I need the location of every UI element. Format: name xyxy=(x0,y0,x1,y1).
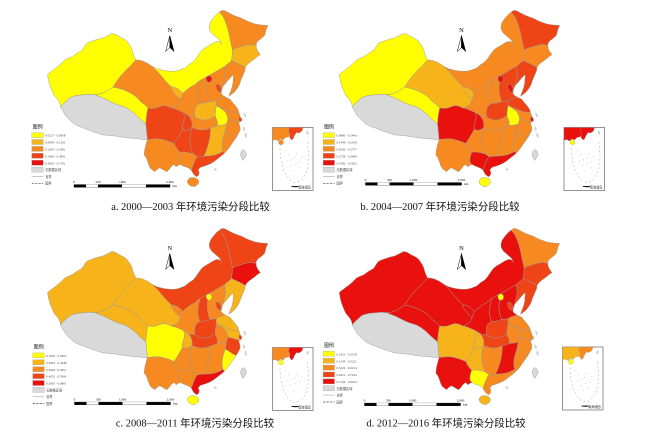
svg-text:国界: 国界 xyxy=(337,399,344,404)
svg-text:km: km xyxy=(173,402,178,406)
svg-text:0.6215 - 0.7243: 0.6215 - 0.7243 xyxy=(337,373,358,377)
svg-text:km: km xyxy=(464,182,469,186)
svg-text:省界: 省界 xyxy=(337,174,344,179)
svg-text:一 南海诸岛: 一 南海诸岛 xyxy=(584,404,601,409)
svg-text:0.7244 - 0.9424: 0.7244 - 0.9424 xyxy=(337,380,358,384)
svg-text:无数据区域: 无数据区域 xyxy=(46,388,63,393)
svg-text:N: N xyxy=(459,27,464,34)
svg-text:500: 500 xyxy=(95,180,100,184)
svg-text:0: 0 xyxy=(365,178,367,182)
svg-text:0.5065 - 0.6861: 0.5065 - 0.6861 xyxy=(46,382,67,386)
svg-text:c. 2008—2011 年环境污染分段比较: c. 2008—2011 年环境污染分段比较 xyxy=(116,417,275,430)
svg-text:0.5222 - 0.6214: 0.5222 - 0.6214 xyxy=(337,366,358,370)
svg-text:无数据区域: 无数据区域 xyxy=(337,167,354,172)
svg-text:1,000: 1,000 xyxy=(410,178,418,183)
svg-text:无数据区域: 无数据区域 xyxy=(337,386,354,391)
svg-text:0: 0 xyxy=(74,398,76,402)
svg-text:0.2020 - 0.2757: 0.2020 - 0.2757 xyxy=(337,148,358,152)
svg-text:0.2758 - 0.3499: 0.2758 - 0.3499 xyxy=(337,154,358,158)
svg-text:0.2062 - 0.3048: 0.2062 - 0.3048 xyxy=(46,361,67,365)
svg-text:一 南海诸岛: 一 南海诸岛 xyxy=(294,184,311,189)
svg-text:500: 500 xyxy=(96,398,101,402)
svg-text:图例: 图例 xyxy=(33,123,43,130)
svg-text:1,000: 1,000 xyxy=(119,398,127,403)
svg-text:km: km xyxy=(463,403,468,407)
svg-text:2,000: 2,000 xyxy=(458,178,466,183)
svg-text:一 南海诸岛: 一 南海诸岛 xyxy=(586,184,603,189)
svg-text:0.1982 - 0.3091: 0.1982 - 0.3091 xyxy=(45,154,66,158)
svg-text:0: 0 xyxy=(364,399,366,403)
svg-text:0.4052 - 0.5064: 0.4052 - 0.5064 xyxy=(46,375,67,379)
svg-text:0.1444 - 0.2019: 0.1444 - 0.2019 xyxy=(337,141,358,145)
svg-text:0.3092 - 0.7191: 0.3092 - 0.7191 xyxy=(45,161,66,165)
svg-text:0.3500 - 0.5022: 0.3500 - 0.5022 xyxy=(337,161,358,165)
svg-text:N: N xyxy=(459,245,464,252)
svg-text:0.1421 - 0.3158: 0.1421 - 0.3158 xyxy=(337,352,358,356)
svg-text:km: km xyxy=(173,184,178,188)
svg-text:0.0860 - 0.1443: 0.0860 - 0.1443 xyxy=(337,134,358,138)
svg-text:a. 2000—2003 年环境污染分段比较: a. 2000—2003 年环境污染分段比较 xyxy=(111,200,270,213)
svg-text:0.3049 - 0.4051: 0.3049 - 0.4051 xyxy=(46,368,67,372)
svg-text:0.1029 - 0.2061: 0.1029 - 0.2061 xyxy=(46,354,67,358)
svg-text:省界: 省界 xyxy=(46,394,53,399)
svg-text:国界: 国界 xyxy=(45,181,52,186)
svg-text:图例: 图例 xyxy=(324,342,334,349)
svg-text:0.3159 - 0.5221: 0.3159 - 0.5221 xyxy=(337,359,358,363)
svg-text:1,000: 1,000 xyxy=(409,399,417,404)
svg-text:d. 2012—2016 年环境污染分段比较: d. 2012—2016 年环境污染分段比较 xyxy=(366,417,526,430)
svg-text:b. 2004—2007 年环境污染分段比较: b. 2004—2007 年环境污染分段比较 xyxy=(360,200,520,213)
svg-text:图例: 图例 xyxy=(34,344,44,351)
svg-text:图例: 图例 xyxy=(324,123,334,130)
svg-text:2,000: 2,000 xyxy=(457,399,465,404)
svg-text:国界: 国界 xyxy=(46,401,53,406)
svg-text:省界: 省界 xyxy=(337,393,344,398)
svg-text:0: 0 xyxy=(73,180,75,184)
svg-text:500: 500 xyxy=(386,399,391,403)
svg-text:0.1292 - 0.1981: 0.1292 - 0.1981 xyxy=(45,148,66,152)
svg-text:0.0959 - 0.1291: 0.0959 - 0.1291 xyxy=(45,141,66,145)
svg-text:N: N xyxy=(167,27,172,34)
svg-text:0.0227 - 0.0958: 0.0227 - 0.0958 xyxy=(45,134,66,138)
svg-text:2,000: 2,000 xyxy=(167,398,175,403)
svg-text:N: N xyxy=(167,245,172,252)
svg-text:500: 500 xyxy=(387,178,392,182)
svg-text:一 南海诸岛: 一 南海诸岛 xyxy=(294,404,311,409)
svg-text:省界: 省界 xyxy=(45,174,52,179)
svg-text:国界: 国界 xyxy=(337,181,344,186)
svg-text:2,000: 2,000 xyxy=(166,180,174,185)
svg-text:无数据区域: 无数据区域 xyxy=(45,167,62,172)
svg-text:1,000: 1,000 xyxy=(118,180,126,185)
